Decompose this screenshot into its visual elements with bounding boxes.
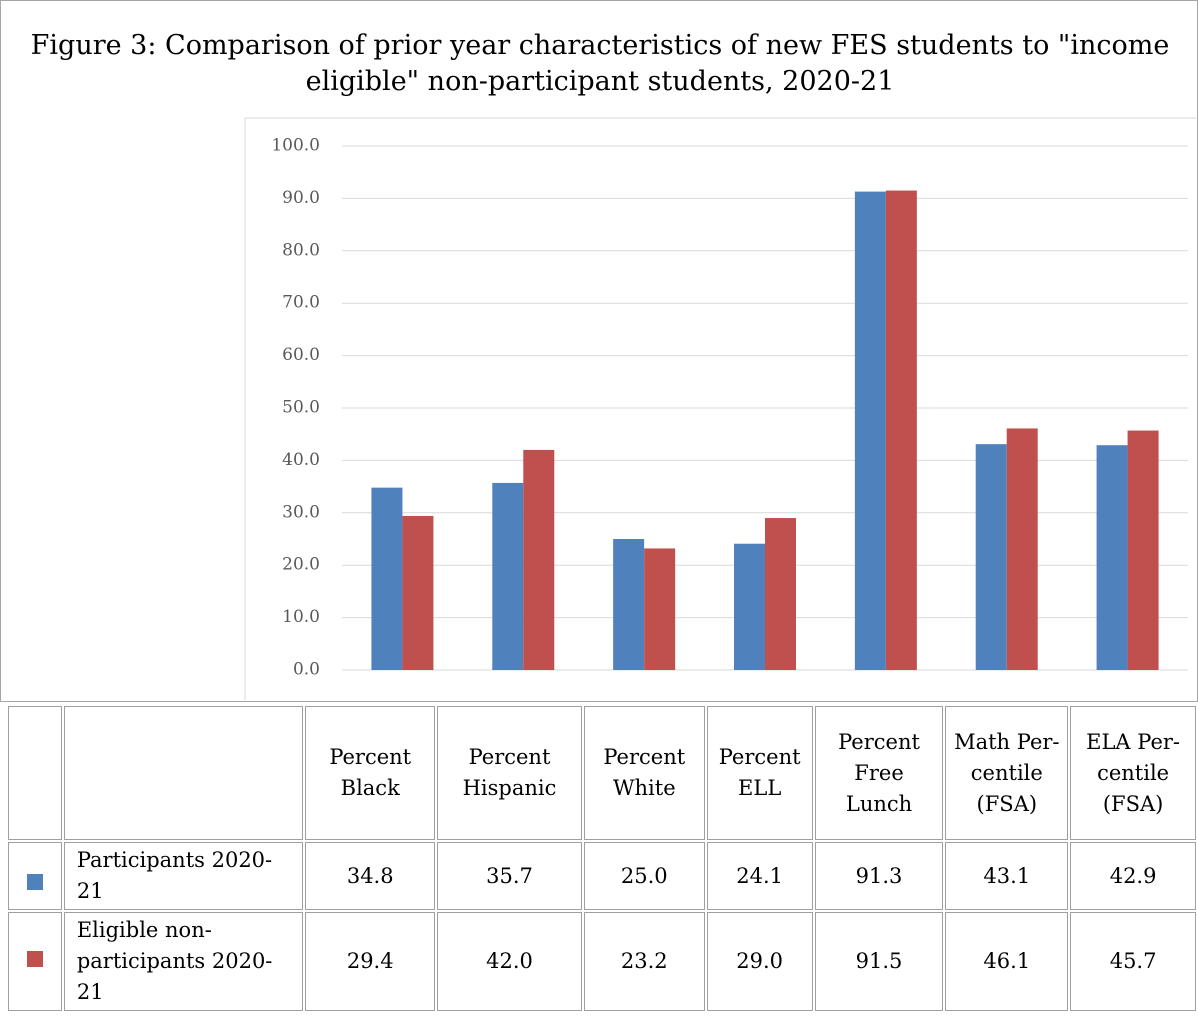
value-cell: 43.1 — [945, 842, 1069, 910]
y-tick-label: 90.0 — [282, 188, 320, 208]
data-table: Percent Black Percent Hispanic Percent Whi… — [6, 704, 1198, 1013]
y-tick-label: 70.0 — [282, 293, 320, 313]
category-label: Percent White — [583, 706, 705, 840]
value-cell: 29.4 — [305, 912, 436, 1011]
bar — [523, 449, 555, 670]
chart-title: Figure 3: Comparison of prior year chara… — [30, 30, 1170, 97]
y-tick-label: 100.0 — [271, 136, 320, 156]
y-tick-label: 0.0 — [293, 660, 320, 680]
value-cell: 45.7 — [1070, 912, 1196, 1011]
legend-key-cell — [8, 912, 62, 1011]
value-cell: 25.0 — [583, 842, 705, 910]
value-cell: 23.2 — [583, 912, 705, 1011]
y-tick-label: 20.0 — [282, 555, 320, 575]
value-cell: 91.3 — [814, 842, 944, 910]
bar — [734, 543, 765, 670]
corner-cell — [8, 706, 62, 840]
value-cell: 29.0 — [706, 912, 813, 1011]
value-cell: 42.0 — [437, 912, 582, 1011]
legend-key — [26, 951, 43, 967]
category-label: ELA Per-centile (FSA) — [1070, 706, 1196, 840]
y-tick-label: 50.0 — [282, 398, 320, 418]
value-cell: 91.5 — [814, 912, 944, 1011]
legend-label: Participants 2020-21 — [63, 842, 304, 910]
corner-cell — [63, 706, 304, 840]
value-cell: 42.9 — [1070, 842, 1196, 910]
value-cell: 34.8 — [305, 842, 436, 910]
header-row: Percent Black Percent Hispanic Percent Whi… — [8, 706, 1196, 840]
category-label: Percent Hispanic — [437, 706, 582, 840]
bar — [402, 515, 434, 670]
series-row: Eligible non-participants 2020-21 29.4 42.… — [8, 912, 1196, 1011]
y-tick-label: 60.0 — [282, 345, 320, 365]
category-label: Math Per-centile (FSA) — [945, 706, 1069, 840]
value-cell: 46.1 — [945, 912, 1069, 1011]
category-label: Percent ELL — [706, 706, 813, 840]
category-label: Percent Black — [305, 706, 436, 840]
y-tick-label: 80.0 — [282, 240, 320, 260]
y-tick-label: 30.0 — [282, 502, 320, 522]
category-label: Percent Free Lunch — [814, 706, 944, 840]
bar — [644, 548, 676, 670]
bar — [854, 191, 886, 670]
bar — [765, 518, 796, 670]
chart: 0.0 10.0 20.0 30.0 40.0 50.0 60.0 70.0 80.0 90.0 1… — [244, 117, 1196, 700]
bar — [492, 482, 524, 670]
bar — [1127, 430, 1159, 670]
y-tick-label: 40.0 — [282, 450, 320, 470]
legend-key-cell — [8, 842, 62, 910]
legend-label: Eligible non-participants 2020-21 — [63, 912, 304, 1011]
legend-key — [26, 874, 43, 890]
value-cell: 35.7 — [437, 842, 582, 910]
bar — [371, 487, 403, 670]
y-tick-label: 10.0 — [282, 607, 320, 627]
bar — [975, 444, 1007, 670]
series-row: Participants 2020-21 34.8 35.7 25.0 24.1 91.3… — [8, 842, 1196, 910]
value-cell: 24.1 — [706, 842, 813, 910]
bar — [1096, 445, 1128, 670]
bar — [613, 539, 645, 670]
bar — [885, 190, 917, 671]
bar — [1006, 428, 1038, 670]
